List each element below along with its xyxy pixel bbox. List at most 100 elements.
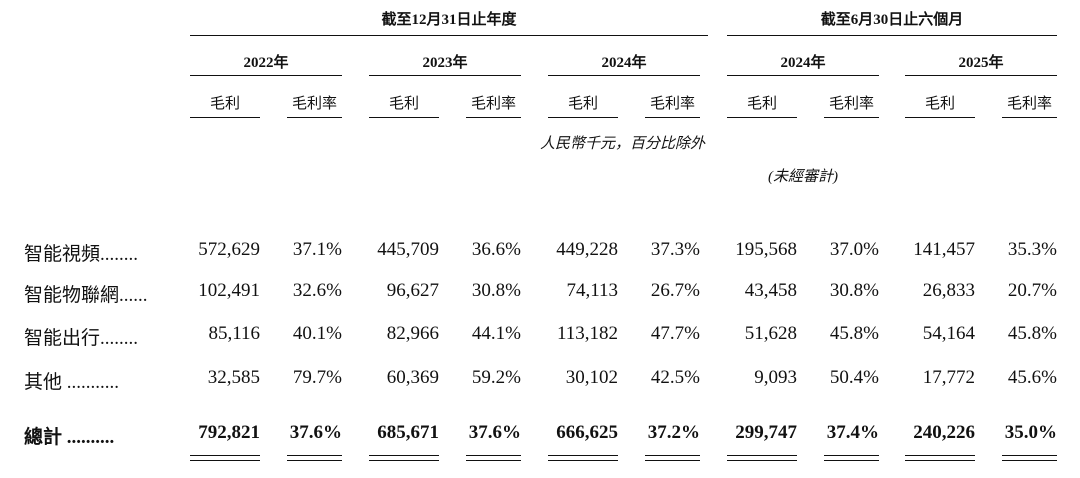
total-underline-profit-2023-1 [369, 455, 439, 456]
cell-profit-2023: 685,671 [377, 422, 439, 443]
cell-profit-2024-half: 9,093 [754, 367, 797, 388]
total-underline-margin-2024-half-2 [824, 460, 879, 461]
col-margin-2022: 毛利率 [291, 96, 337, 112]
unaudited-note: (未經審計) [768, 169, 838, 185]
cell-profit-2024-half: 195,568 [735, 239, 797, 260]
cell-margin-2024-half: 50.4% [829, 367, 879, 388]
total-underline-margin-2025-half-2 [1002, 460, 1057, 461]
total-underline-profit-2025-half-2 [905, 460, 975, 461]
col-profit-2024-half-rule [727, 117, 797, 118]
total-underline-profit-2024-year-1 [548, 455, 618, 456]
row-label: 智能出行........ [24, 328, 139, 349]
col-profit-2025-half: 毛利 [924, 96, 955, 112]
cell-margin-2022: 79.7% [292, 367, 342, 388]
col-margin-2023: 毛利率 [470, 96, 516, 112]
header-half-group: 截至6月30日止六個月 [820, 12, 964, 28]
col-profit-2024-year-rule [548, 117, 618, 118]
total-underline-profit-2025-half-1 [905, 455, 975, 456]
period-2024-year-rule [548, 75, 700, 76]
period-2024-year: 2024年 [601, 55, 647, 71]
cell-profit-2024-half: 51,628 [744, 323, 797, 344]
cell-margin-2025-half: 20.7% [1007, 280, 1057, 301]
total-underline-profit-2022-2 [190, 460, 260, 461]
cell-profit-2024-half: 299,747 [735, 422, 797, 443]
col-profit-2022-rule [190, 117, 260, 118]
total-underline-profit-2024-half-1 [727, 455, 797, 456]
cell-profit-2024-year: 449,228 [556, 239, 618, 260]
cell-margin-2023: 44.1% [471, 323, 521, 344]
total-underline-margin-2024-half-1 [824, 455, 879, 456]
cell-margin-2024-half: 37.0% [829, 239, 879, 260]
cell-profit-2023: 445,709 [377, 239, 439, 260]
cell-margin-2024-half: 30.8% [829, 280, 879, 301]
total-underline-margin-2023-1 [466, 455, 521, 456]
units-note: 人民幣千元，百分比除外 [540, 136, 706, 152]
col-margin-2024-year: 毛利率 [649, 96, 695, 112]
cell-profit-2024-year: 30,102 [565, 367, 618, 388]
col-margin-2025-half: 毛利率 [1006, 96, 1052, 112]
total-underline-margin-2022-2 [287, 460, 342, 461]
year-group-rule [190, 35, 708, 36]
total-underline-profit-2024-year-2 [548, 460, 618, 461]
row-label: 總計 .......... [24, 427, 115, 448]
total-underline-margin-2024-year-2 [645, 460, 700, 461]
cell-margin-2025-half: 45.6% [1007, 367, 1057, 388]
cell-profit-2022: 572,629 [198, 239, 260, 260]
cell-profit-2025-half: 141,457 [913, 239, 975, 260]
col-margin-2025-half-rule [1002, 117, 1057, 118]
col-margin-2024-year-rule [645, 117, 700, 118]
col-profit-2025-half-rule [905, 117, 975, 118]
cell-profit-2022: 85,116 [208, 323, 260, 344]
cell-profit-2025-half: 240,226 [913, 422, 975, 443]
cell-margin-2024-year: 37.3% [650, 239, 700, 260]
cell-margin-2023: 37.6% [468, 422, 521, 443]
cell-margin-2022: 37.1% [292, 239, 342, 260]
cell-profit-2022: 32,585 [207, 367, 260, 388]
cell-profit-2025-half: 54,164 [922, 323, 975, 344]
period-2025-half: 2025年 [958, 55, 1004, 71]
cell-profit-2024-year: 666,625 [556, 422, 618, 443]
period-2022: 2022年 [243, 55, 289, 71]
cell-profit-2023: 60,369 [386, 367, 439, 388]
period-2022-rule [190, 75, 342, 76]
cell-profit-2024-year: 113,182 [556, 323, 618, 344]
col-profit-2024-half: 毛利 [746, 96, 777, 112]
cell-margin-2024-year: 26.7% [650, 280, 700, 301]
col-profit-2023: 毛利 [388, 96, 419, 112]
cell-profit-2022: 792,821 [198, 422, 260, 443]
cell-margin-2025-half: 35.0% [1004, 422, 1057, 443]
col-margin-2023-rule [466, 117, 521, 118]
col-profit-2023-rule [369, 117, 439, 118]
cell-margin-2024-year: 42.5% [650, 367, 700, 388]
period-2024-half-rule [727, 75, 879, 76]
header-year-group: 截至12月31日止年度 [381, 12, 517, 28]
cell-margin-2022: 32.6% [292, 280, 342, 301]
period-2023-rule [369, 75, 521, 76]
cell-profit-2024-half: 43,458 [744, 280, 797, 301]
col-margin-2024-half-rule [824, 117, 879, 118]
row-label: 智能物聯網...... [24, 285, 148, 306]
cell-margin-2024-half: 45.8% [829, 323, 879, 344]
period-2023: 2023年 [422, 55, 468, 71]
cell-margin-2024-year: 47.7% [650, 323, 700, 344]
col-profit-2024-year: 毛利 [567, 96, 598, 112]
total-underline-profit-2023-2 [369, 460, 439, 461]
cell-margin-2023: 30.8% [471, 280, 521, 301]
half-group-rule [727, 35, 1057, 36]
cell-margin-2023: 36.6% [471, 239, 521, 260]
total-underline-margin-2024-year-1 [645, 455, 700, 456]
total-underline-margin-2022-1 [287, 455, 342, 456]
cell-margin-2023: 59.2% [471, 367, 521, 388]
total-underline-profit-2022-1 [190, 455, 260, 456]
cell-profit-2025-half: 26,833 [922, 280, 975, 301]
col-margin-2024-half: 毛利率 [828, 96, 874, 112]
cell-profit-2023: 96,627 [386, 280, 439, 301]
cell-profit-2022: 102,491 [198, 280, 260, 301]
row-label: 其他 ........... [24, 372, 120, 393]
period-2024-half: 2024年 [780, 55, 826, 71]
cell-profit-2024-year: 74,113 [566, 280, 618, 301]
cell-margin-2024-half: 37.4% [826, 422, 879, 443]
total-underline-margin-2025-half-1 [1002, 455, 1057, 456]
cell-margin-2022: 40.1% [292, 323, 342, 344]
period-2025-half-rule [905, 75, 1057, 76]
